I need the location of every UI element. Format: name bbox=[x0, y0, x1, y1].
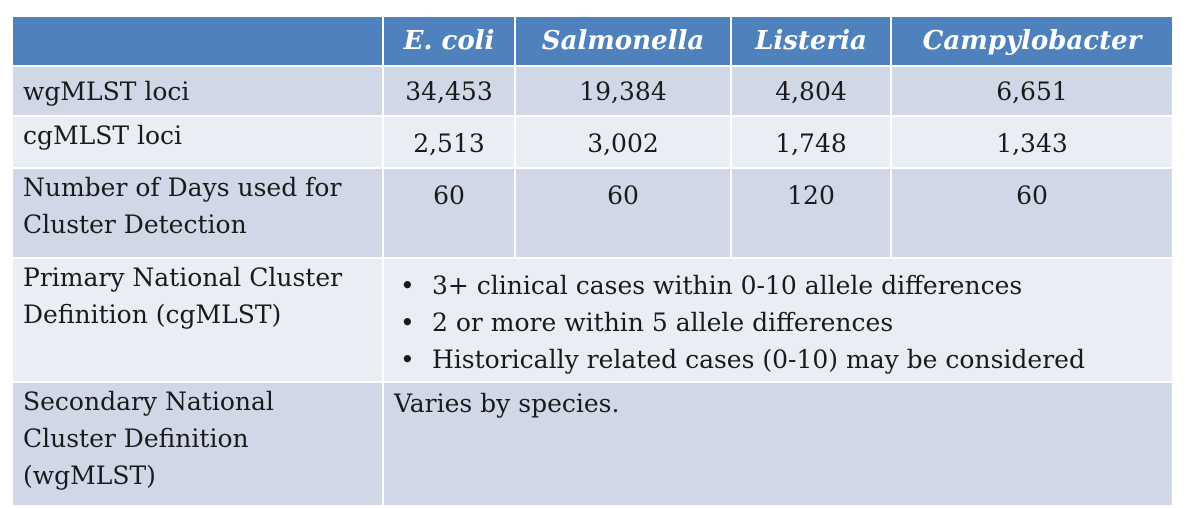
cell-value: 120 bbox=[730, 167, 892, 259]
list-item-text: Historically related cases (0-10) may be… bbox=[432, 345, 1085, 374]
row-label: wgMLST loci bbox=[11, 65, 384, 117]
table-row-days: Number of Days used for Cluster Detectio… bbox=[11, 167, 1174, 259]
cluster-definition-table-container: E. coli Salmonella Listeria Campylobacte… bbox=[11, 15, 1174, 507]
header-salmonella: Salmonella bbox=[514, 15, 732, 67]
bullet-icon: • bbox=[400, 345, 415, 374]
table-row-cgmlst: cgMLST loci 2,513 3,002 1,748 1,343 bbox=[11, 115, 1174, 169]
cell-value: 3,002 bbox=[514, 115, 732, 169]
row-label: cgMLST loci bbox=[11, 115, 384, 169]
secondary-definition-cell: Varies by species. bbox=[382, 381, 1174, 507]
list-item: • Historically related cases (0-10) may b… bbox=[394, 341, 1162, 378]
cell-value: 60 bbox=[514, 167, 732, 259]
list-item: • 2 or more within 5 allele differences bbox=[394, 304, 1162, 341]
cell-value: 1,748 bbox=[730, 115, 892, 169]
header-corner bbox=[11, 15, 384, 67]
cell-value: 60 bbox=[890, 167, 1174, 259]
row-label: Secondary National Cluster Definition (w… bbox=[11, 381, 384, 507]
header-row: E. coli Salmonella Listeria Campylobacte… bbox=[11, 15, 1174, 67]
header-campylobacter: Campylobacter bbox=[890, 15, 1174, 67]
primary-definition-list: • 3+ clinical cases within 0-10 allele di… bbox=[394, 267, 1162, 378]
cell-value: 34,453 bbox=[382, 65, 516, 117]
row-label: Primary National Cluster Definition (cgM… bbox=[11, 257, 384, 383]
table-row-primary-definition: Primary National Cluster Definition (cgM… bbox=[11, 257, 1174, 383]
cell-value: 19,384 bbox=[514, 65, 732, 117]
cluster-definition-table: E. coli Salmonella Listeria Campylobacte… bbox=[11, 15, 1174, 507]
cell-value: 1,343 bbox=[890, 115, 1174, 169]
row-label: Number of Days used for Cluster Detectio… bbox=[11, 167, 384, 259]
table-row-secondary-definition: Secondary National Cluster Definition (w… bbox=[11, 381, 1174, 507]
primary-definition-cell: • 3+ clinical cases within 0-10 allele di… bbox=[382, 257, 1174, 383]
cell-value: 2,513 bbox=[382, 115, 516, 169]
table-row-wgmlst: wgMLST loci 34,453 19,384 4,804 6,651 bbox=[11, 65, 1174, 117]
cell-value: 4,804 bbox=[730, 65, 892, 117]
list-item-text: 3+ clinical cases within 0-10 allele dif… bbox=[432, 271, 1023, 300]
cell-value: 60 bbox=[382, 167, 516, 259]
list-item: • 3+ clinical cases within 0-10 allele di… bbox=[394, 267, 1162, 304]
header-ecoli: E. coli bbox=[382, 15, 516, 67]
header-listeria: Listeria bbox=[730, 15, 892, 67]
list-item-text: 2 or more within 5 allele differences bbox=[432, 308, 894, 337]
bullet-icon: • bbox=[400, 308, 415, 337]
cell-value: 6,651 bbox=[890, 65, 1174, 117]
bullet-icon: • bbox=[400, 271, 415, 300]
